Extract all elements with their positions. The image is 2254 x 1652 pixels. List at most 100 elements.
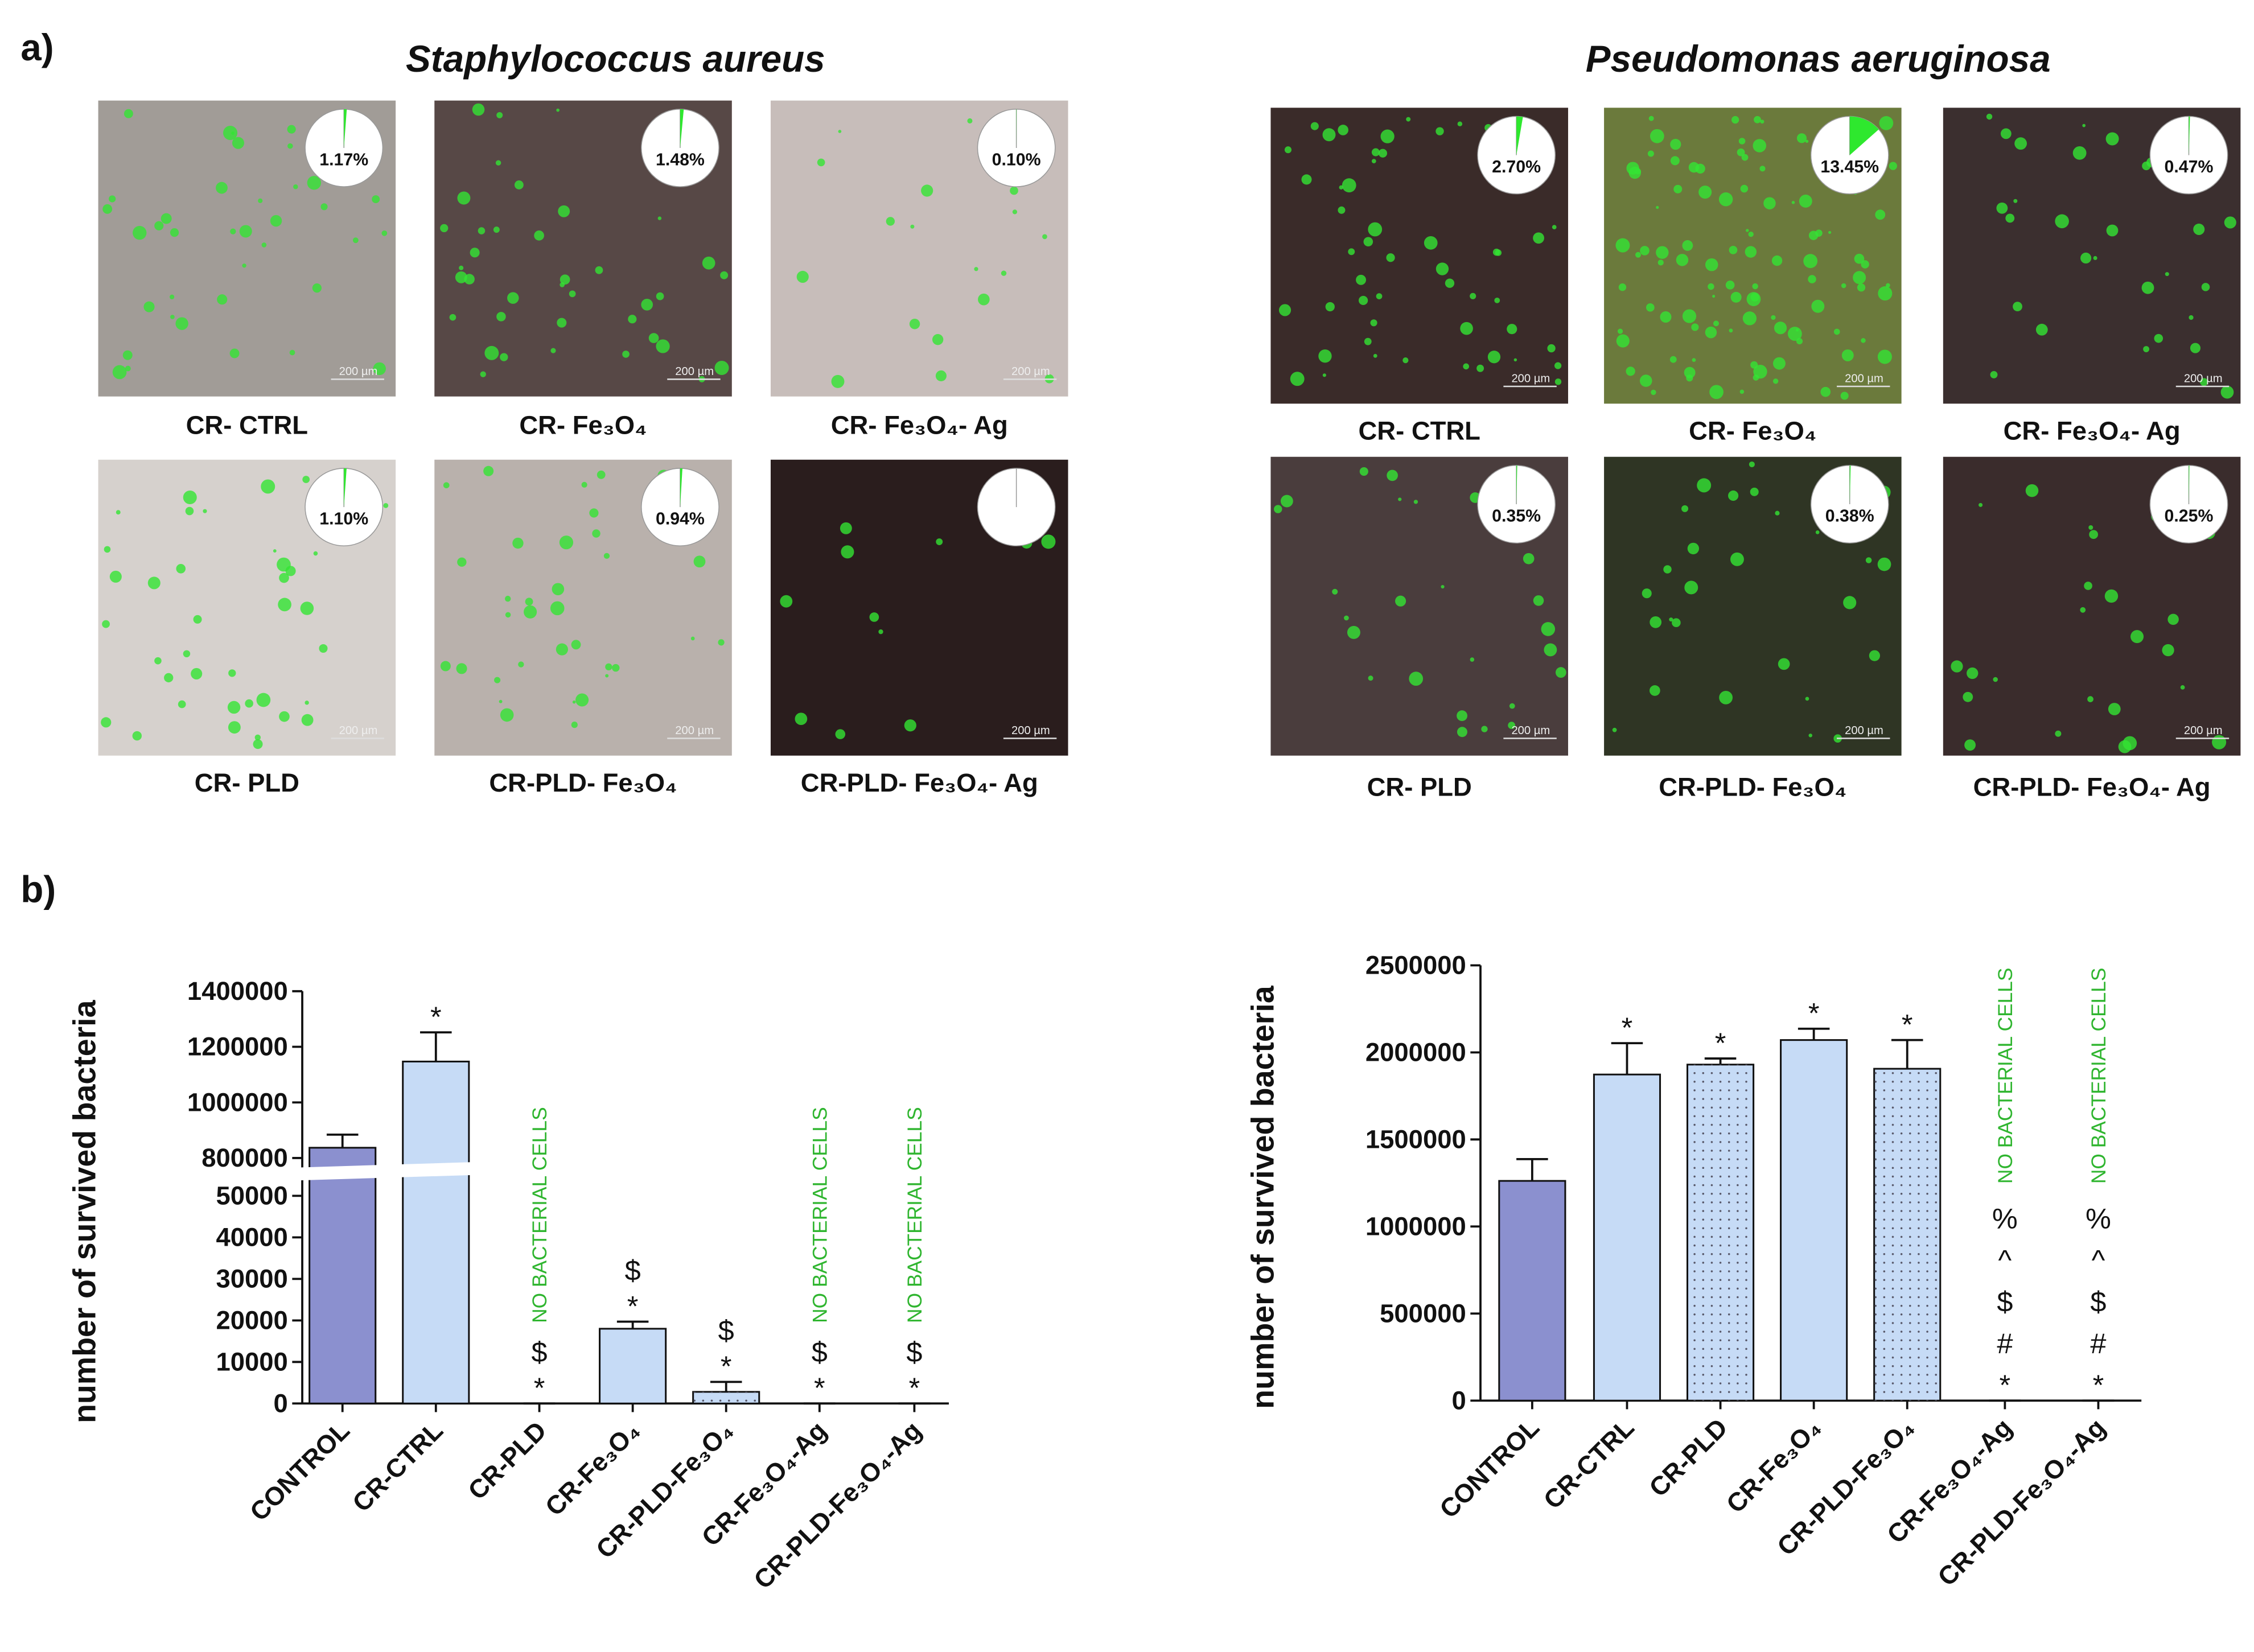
speckle bbox=[597, 470, 606, 479]
speckle bbox=[534, 230, 544, 241]
speckle bbox=[714, 360, 729, 375]
x-tick-label: CONTROL bbox=[1434, 1413, 1545, 1524]
speckle bbox=[1436, 127, 1444, 135]
speckle bbox=[2108, 703, 2121, 715]
error-bar bbox=[1611, 1042, 1643, 1075]
speckle bbox=[550, 601, 565, 616]
pie-label: 1.17% bbox=[319, 150, 368, 169]
axis-break bbox=[285, 1160, 518, 1181]
speckle bbox=[556, 108, 560, 112]
speckle bbox=[470, 248, 480, 258]
speckle bbox=[1617, 328, 1623, 334]
speckle bbox=[878, 629, 883, 635]
speckle bbox=[185, 506, 194, 516]
speckle bbox=[1402, 357, 1409, 364]
micrograph-label: CR-PLD- Fe₃O₄- Ag bbox=[1973, 772, 2211, 801]
speckle bbox=[2013, 302, 2022, 312]
speckle bbox=[1760, 120, 1764, 124]
speckle bbox=[1705, 326, 1717, 339]
speckle bbox=[1963, 691, 1973, 702]
speckle bbox=[2189, 315, 2194, 320]
speckle bbox=[1841, 349, 1854, 361]
scale-bar-label: 200 µm bbox=[1011, 365, 1050, 378]
speckle bbox=[2080, 252, 2092, 264]
speckle bbox=[1376, 293, 1383, 299]
speckle bbox=[232, 137, 244, 149]
speckle bbox=[909, 319, 920, 329]
speckle bbox=[1368, 222, 1383, 237]
speckle bbox=[1339, 185, 1343, 190]
speckle bbox=[1460, 322, 1473, 335]
speckle bbox=[2224, 216, 2236, 229]
speckle bbox=[493, 226, 500, 233]
speckle bbox=[1347, 625, 1360, 639]
speckle bbox=[1687, 542, 1700, 555]
error-bar bbox=[710, 1381, 742, 1392]
speckle bbox=[589, 508, 599, 518]
x-tick-label: CR-PLD bbox=[1643, 1413, 1733, 1502]
speckle bbox=[2123, 736, 2137, 751]
speckle bbox=[1763, 197, 1776, 209]
speckle bbox=[2220, 385, 2234, 399]
speckle bbox=[1371, 148, 1380, 156]
y-tick-label: 500000 bbox=[1380, 1299, 1466, 1328]
speckle bbox=[193, 615, 202, 624]
speckle bbox=[147, 576, 161, 590]
speckle bbox=[932, 334, 944, 345]
speckle bbox=[507, 292, 519, 304]
speckle bbox=[1753, 365, 1767, 379]
speckle bbox=[974, 267, 978, 271]
speckle bbox=[381, 230, 388, 236]
speckle bbox=[1993, 677, 1998, 682]
significance-mark: * bbox=[627, 1290, 639, 1322]
speckle bbox=[261, 242, 267, 248]
speckle bbox=[457, 557, 467, 567]
speckle bbox=[372, 195, 380, 204]
speckle bbox=[648, 333, 659, 343]
speckle bbox=[1555, 667, 1566, 678]
speckle bbox=[1513, 358, 1517, 362]
speckle bbox=[1657, 259, 1664, 266]
speckle bbox=[628, 315, 637, 324]
error-bar bbox=[420, 1031, 452, 1062]
speckle bbox=[1554, 362, 1562, 369]
speckle bbox=[904, 719, 916, 732]
speckle bbox=[1731, 116, 1739, 124]
speckle bbox=[1554, 378, 1562, 385]
speckle bbox=[1748, 231, 1754, 237]
pie-label: 2.70% bbox=[1492, 158, 1541, 176]
speckle bbox=[1778, 658, 1790, 670]
speckle bbox=[176, 564, 186, 574]
speckle bbox=[1796, 133, 1807, 143]
speckle bbox=[1301, 174, 1312, 185]
speckle bbox=[718, 639, 725, 646]
speckle bbox=[1697, 478, 1712, 493]
bar bbox=[599, 1328, 667, 1404]
speckle bbox=[571, 640, 581, 650]
speckle bbox=[203, 509, 207, 513]
speckle bbox=[560, 282, 565, 287]
speckle bbox=[2200, 378, 2208, 386]
speckle bbox=[216, 182, 228, 194]
speckle bbox=[559, 535, 574, 550]
speckle bbox=[1889, 162, 1897, 170]
speckle bbox=[2005, 213, 2015, 223]
significance-mark: * bbox=[814, 1371, 825, 1404]
significance-mark: ^ bbox=[1998, 1244, 2012, 1276]
speckle bbox=[102, 204, 113, 214]
speckle bbox=[657, 216, 662, 220]
speckle bbox=[2201, 283, 2210, 291]
speckle bbox=[1738, 138, 1746, 145]
speckle bbox=[1398, 497, 1402, 501]
pie-slice bbox=[1516, 116, 1523, 155]
scale-bar-label: 200 µm bbox=[339, 365, 378, 378]
pie-label: 1.48% bbox=[656, 150, 705, 169]
micrograph-label: CR-PLD- Fe₃O₄ bbox=[1659, 772, 1846, 801]
speckle bbox=[270, 215, 282, 227]
speckle bbox=[1413, 500, 1418, 504]
speckle bbox=[229, 348, 240, 359]
bar-dots bbox=[1687, 1064, 1754, 1401]
speckle bbox=[1507, 324, 1517, 335]
speckle bbox=[1042, 234, 1047, 240]
speckle bbox=[1318, 349, 1332, 363]
